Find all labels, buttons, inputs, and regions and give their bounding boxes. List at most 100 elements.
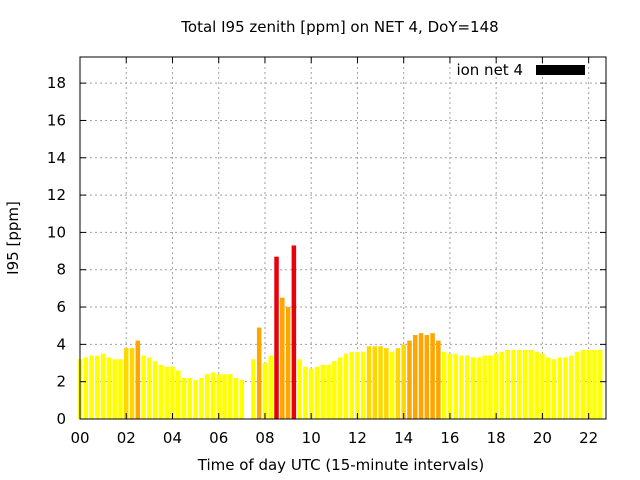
x-tick-label: 08 [255, 429, 274, 447]
bar [366, 346, 372, 419]
chart-title: Total I95 zenith [ppm] on NET 4, DoY=148 [180, 18, 498, 36]
bar [297, 359, 302, 419]
bar [412, 335, 418, 419]
bar [129, 348, 135, 419]
bar [251, 359, 256, 419]
x-tick-labels: 00 02 04 06 08 10 12 14 16 18 20 22 [70, 429, 598, 447]
x-tick-label: 12 [348, 429, 367, 447]
y-tick-labels: 0 2 4 6 8 10 12 14 16 18 [47, 74, 66, 428]
bar [83, 357, 89, 419]
bar [511, 349, 516, 419]
bar [193, 379, 198, 419]
bar [158, 364, 164, 419]
bar [355, 351, 360, 419]
bar [430, 333, 435, 419]
bar [337, 357, 343, 419]
bar [557, 357, 563, 419]
bar [228, 374, 233, 419]
bar [118, 359, 123, 419]
legend: ion net 4 [456, 61, 585, 79]
bar [303, 366, 308, 419]
bar [563, 357, 568, 419]
bar [551, 359, 557, 419]
bar [164, 366, 169, 419]
bar [488, 355, 493, 419]
bar [401, 344, 406, 419]
bar [123, 348, 129, 419]
bar [447, 353, 453, 419]
y-tick-label: 0 [56, 410, 66, 428]
y-tick-label: 8 [56, 261, 66, 279]
bar [141, 355, 146, 419]
bar [389, 351, 395, 419]
bar [291, 245, 297, 419]
bar [378, 346, 383, 419]
bar [349, 351, 354, 419]
bar [505, 349, 510, 419]
y-axis-title: I95 [ppm] [4, 201, 22, 275]
bar [268, 355, 274, 419]
bar [204, 374, 210, 419]
x-tick-label: 22 [579, 429, 598, 447]
axis-ticks [79, 57, 606, 420]
y-tick-label: 12 [47, 186, 66, 204]
bar [418, 333, 424, 419]
bar [199, 377, 204, 419]
bar [459, 355, 464, 419]
bar [436, 340, 441, 419]
bar [112, 359, 117, 419]
legend-label: ion net 4 [456, 61, 523, 79]
bar [222, 374, 227, 419]
y-tick-label: 4 [56, 335, 66, 353]
bar [569, 355, 574, 419]
bar [424, 335, 430, 419]
bar [522, 349, 528, 419]
y-tick-label: 16 [47, 111, 66, 129]
plot-frame [79, 56, 607, 420]
bar [216, 374, 221, 419]
bar [343, 353, 349, 419]
x-tick-label: 04 [163, 429, 182, 447]
bar [441, 351, 447, 419]
x-tick-label: 18 [487, 429, 506, 447]
x-tick-label: 14 [394, 429, 413, 447]
bar [308, 368, 314, 419]
bar [152, 361, 158, 419]
bar [106, 357, 112, 419]
x-tick-label: 20 [533, 429, 552, 447]
bar [580, 349, 586, 419]
x-tick-label: 06 [209, 429, 228, 447]
bar [384, 348, 389, 419]
bar [482, 355, 487, 419]
bar [470, 357, 476, 419]
x-tick-label: 16 [440, 429, 459, 447]
bar [210, 372, 216, 419]
legend-swatch [536, 65, 585, 75]
bar [360, 351, 366, 419]
bar [407, 340, 412, 419]
x-tick-label: 00 [70, 429, 89, 447]
bar [453, 353, 458, 419]
bar [574, 351, 580, 419]
bar [592, 349, 597, 419]
bar [597, 349, 603, 419]
bar [176, 370, 181, 419]
bar [465, 355, 470, 419]
bar [517, 349, 522, 419]
bar [95, 355, 100, 419]
bar [100, 353, 106, 419]
bar [534, 351, 539, 419]
bar [285, 307, 291, 419]
bar [545, 357, 551, 419]
bar [372, 346, 378, 419]
bar [528, 349, 534, 419]
x-tick-label: 10 [302, 429, 321, 447]
y-tick-label: 14 [47, 149, 66, 167]
x-tick-label: 02 [117, 429, 136, 447]
bar [239, 379, 245, 419]
y-tick-label: 18 [47, 74, 66, 92]
bar [586, 349, 591, 419]
bar [476, 357, 482, 419]
bar [540, 353, 545, 419]
bar [280, 297, 285, 419]
